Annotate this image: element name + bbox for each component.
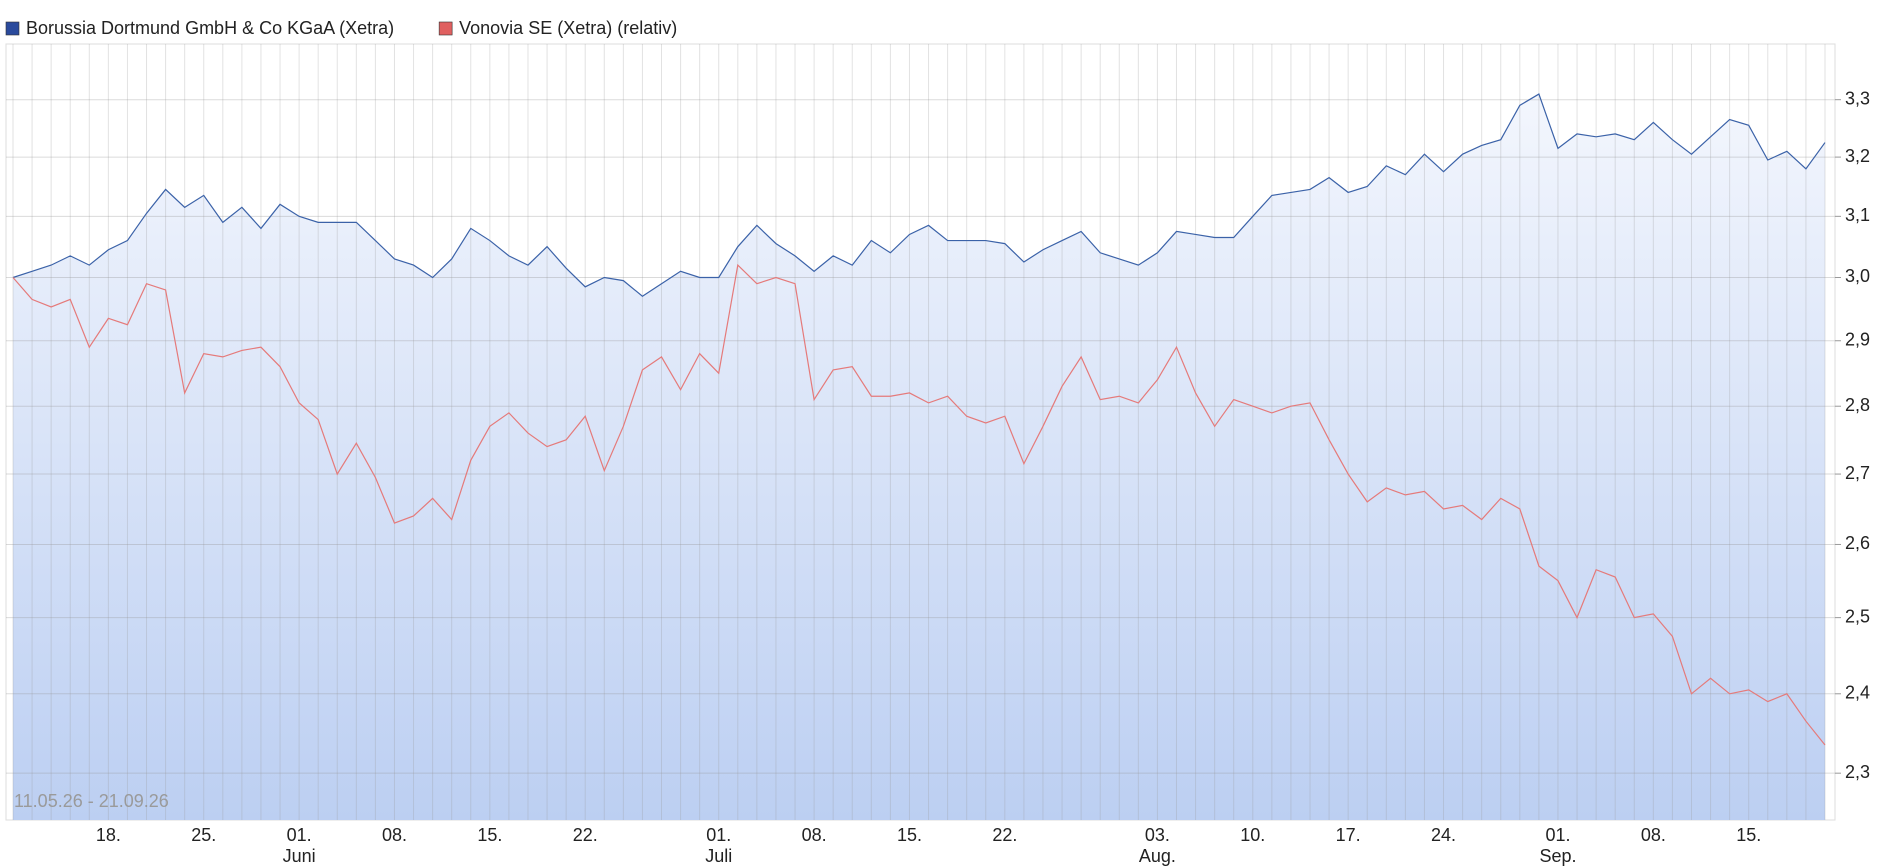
x-tick-label: 01. (706, 825, 731, 845)
y-tick-label: 3,1 (1845, 205, 1870, 225)
y-tick-label: 2,6 (1845, 533, 1870, 553)
x-month-label: Juli (705, 846, 732, 866)
area-fill (13, 94, 1825, 821)
y-tick-label: 2,8 (1845, 395, 1870, 415)
x-tick-label: 01. (1545, 825, 1570, 845)
legend-swatch (5, 21, 20, 36)
x-tick-label: 03. (1145, 825, 1170, 845)
x-month-label: Aug. (1139, 846, 1176, 866)
y-tick-label: 2,3 (1845, 762, 1870, 782)
x-tick-label: 01. (287, 825, 312, 845)
line-series (12, 93, 1826, 297)
x-tick-label: 18. (96, 825, 121, 845)
line-series (12, 263, 1826, 746)
x-tick-label: 15. (1736, 825, 1761, 845)
y-tick-label: 3,2 (1845, 146, 1870, 166)
y-tick-label: 2,7 (1845, 463, 1870, 483)
x-month-label: Juni (283, 846, 316, 866)
x-tick-label: 17. (1336, 825, 1361, 845)
y-tick-label: 3,0 (1845, 266, 1870, 286)
x-tick-label: 08. (802, 825, 827, 845)
x-tick-label: 15. (477, 825, 502, 845)
date-range: 11.05.26 - 21.09.26 (14, 791, 169, 811)
x-tick-label: 25. (191, 825, 216, 845)
y-tick-label: 2,4 (1845, 683, 1870, 703)
x-tick-label: 08. (1641, 825, 1666, 845)
x-tick-label: 22. (992, 825, 1017, 845)
y-tick-label: 3,3 (1845, 88, 1870, 108)
legend-swatch (438, 21, 453, 36)
legend-label: Borussia Dortmund GmbH & Co KGaA (Xetra) (26, 18, 394, 38)
x-tick-label: 22. (573, 825, 598, 845)
x-month-label: Sep. (1539, 846, 1576, 866)
y-tick-label: 2,9 (1845, 329, 1870, 349)
x-tick-label: 15. (897, 825, 922, 845)
x-tick-label: 24. (1431, 825, 1456, 845)
x-tick-label: 10. (1240, 825, 1265, 845)
legend-label: Vonovia SE (Xetra) (relativ) (459, 18, 677, 38)
y-tick-label: 2,5 (1845, 606, 1870, 626)
x-tick-label: 08. (382, 825, 407, 845)
